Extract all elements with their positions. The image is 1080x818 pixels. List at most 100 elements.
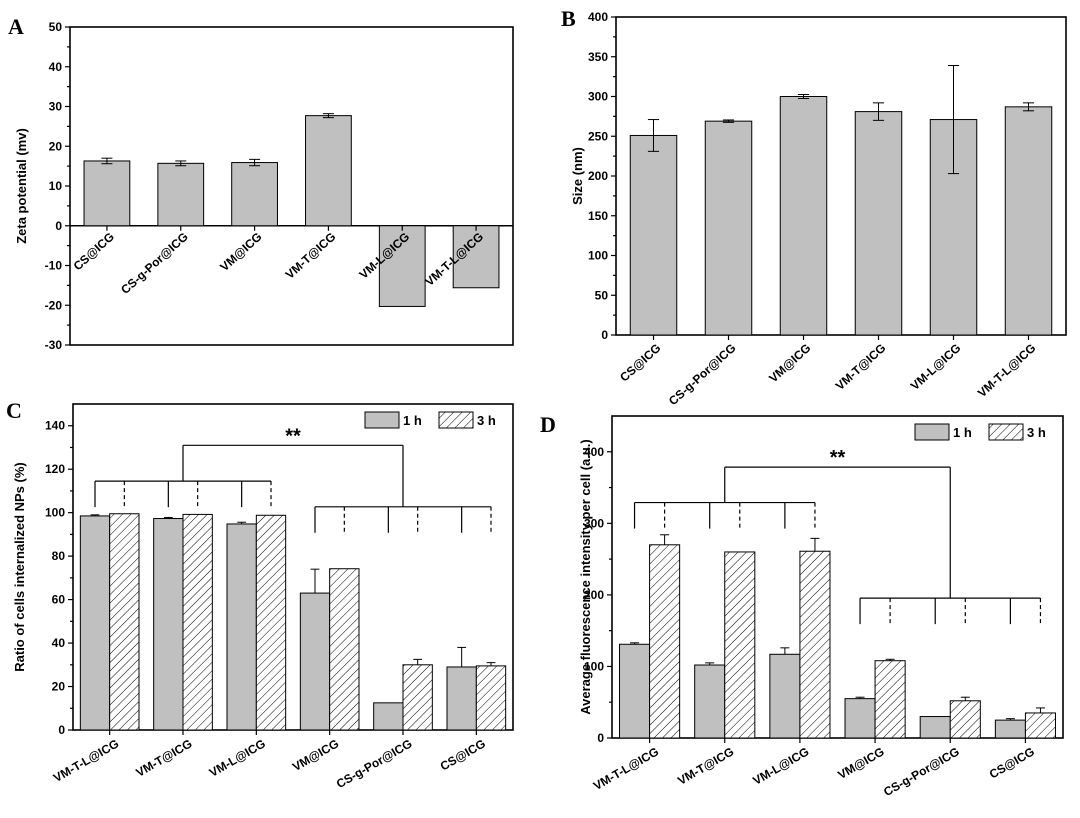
bar-3h [949,700,981,739]
bar-1h [919,716,951,739]
panel-letter-d: D [540,412,556,437]
bar [452,225,500,289]
bar-1h [226,523,257,731]
bar [704,120,753,336]
legend-label: 1 h [403,413,422,428]
bar [83,160,131,227]
category-label: CS@ICG [438,736,488,773]
category-label: VM-L@ICG [207,736,268,779]
plot-frame [615,16,1067,336]
category-label: CS@ICG [617,341,663,385]
y-tick-label: 10 [49,179,63,193]
legend-label: 3 h [477,413,496,428]
y-tick-label: -30 [45,338,63,352]
y-tick-label: 400 [584,445,604,459]
bar-1h [373,702,404,731]
y-tick-label: 40 [52,636,66,650]
bar-3h [329,568,360,731]
bar-3h [182,513,213,731]
plot-frame [69,26,514,346]
y-tick-label: 200 [588,169,608,183]
category-label: VM-L@ICG [908,341,964,393]
y-tick-label: -10 [45,259,63,273]
bar-1h [446,666,477,731]
category-label: VM-T@ICG [675,744,736,787]
bar-3h [402,664,433,731]
y-axis-title: Size (nm) [570,147,585,205]
bar-1h [694,664,726,739]
plot-frame [611,415,1064,739]
y-tick-label: 100 [588,249,608,263]
category-label: VM-T@ICG [833,341,889,393]
bar-3h [109,513,140,731]
category-label: VM-T-L@ICG [591,744,661,793]
y-tick-label: -20 [45,298,63,312]
bar-1h [994,719,1026,739]
category-label: CS@ICG [987,744,1037,781]
y-tick-label: 0 [58,723,65,737]
bar-3h [1024,712,1056,739]
legend-label: 1 h [953,425,972,440]
y-axis-title: Zeta potential (mv) [14,128,29,244]
legend-swatch-3h [988,423,1024,441]
legend-label: 3 h [1027,425,1046,440]
y-tick-label: 150 [588,209,608,223]
significance-marker: ** [285,425,301,447]
significance-marker: ** [830,447,846,469]
y-tick-label: 80 [52,549,66,563]
bar [1004,106,1053,336]
bar [305,115,352,227]
bar-1h [619,643,651,739]
y-axis-title: Average fluorescence intensity per cell … [578,439,593,715]
y-tick-label: 60 [52,593,66,607]
bar [157,162,205,227]
bar-3h [255,514,287,731]
legend-swatch-1h [364,411,400,429]
y-tick-label: 0 [601,328,608,342]
bar [779,96,828,336]
bar [629,134,678,336]
y-tick-label: 20 [52,680,66,694]
bar-1h [79,515,111,731]
y-tick-label: 300 [584,516,604,530]
bar-1h [153,518,184,731]
bar [854,111,903,336]
y-tick-label: 120 [45,462,65,476]
chart-a: -30 -20 -10 0 10 20 30 40 50 Zeta potential (mv) C… [14,20,514,352]
bar-3h [649,544,681,739]
bar-3h [874,660,906,739]
bar-1h [844,698,876,739]
category-label: CS-g-Por@ICG [118,230,191,297]
bar-1h [299,592,331,731]
category-label: VM@ICG [835,744,886,782]
category-label: VM@ICG [217,230,264,275]
legend-swatch-1h [914,423,950,441]
panel-letter-c: C [6,398,22,423]
category-label: VM-T-L@ICG [975,341,1039,400]
y-tick-label: 400 [588,10,608,24]
y-tick-label: 200 [584,588,604,602]
bar-3h [799,550,831,739]
y-tick-label: 50 [595,288,609,302]
y-tick-label: 50 [49,20,63,34]
chart-b: 0 50 100 150 200 250 300 350 400 Size (nm) CS@ICG C… [570,10,1067,408]
y-tick-label: 100 [45,506,65,520]
y-tick-label: 40 [49,60,63,74]
y-tick-label: 140 [45,419,65,433]
category-label: VM-L@ICG [750,744,811,787]
category-label: CS-g-Por@ICG [666,341,739,408]
bar-1h [769,653,801,739]
category-label: CS-g-Por@ICG [334,736,415,791]
plot-frame [72,403,514,731]
bar [231,162,278,227]
category-label: VM@ICG [290,736,341,774]
bar-3h [475,665,507,731]
y-tick-label: 100 [584,659,604,673]
y-tick-label: 0 [55,219,62,233]
category-label: CS@ICG [71,230,117,274]
category-label: VM-T@ICG [133,736,194,779]
category-label: VM@ICG [766,341,813,386]
y-axis-title: Ratio of cells internalized NPs (%) [12,462,27,672]
